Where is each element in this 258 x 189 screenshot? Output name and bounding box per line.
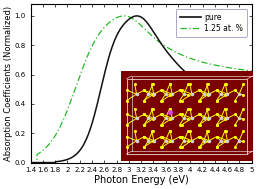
X-axis label: Photon Energy (eV): Photon Energy (eV): [94, 175, 189, 185]
Legend: pure, 1.25 at. %: pure, 1.25 at. %: [176, 9, 247, 37]
Y-axis label: Absorption Coefficients (Normalized): Absorption Coefficients (Normalized): [4, 6, 13, 161]
